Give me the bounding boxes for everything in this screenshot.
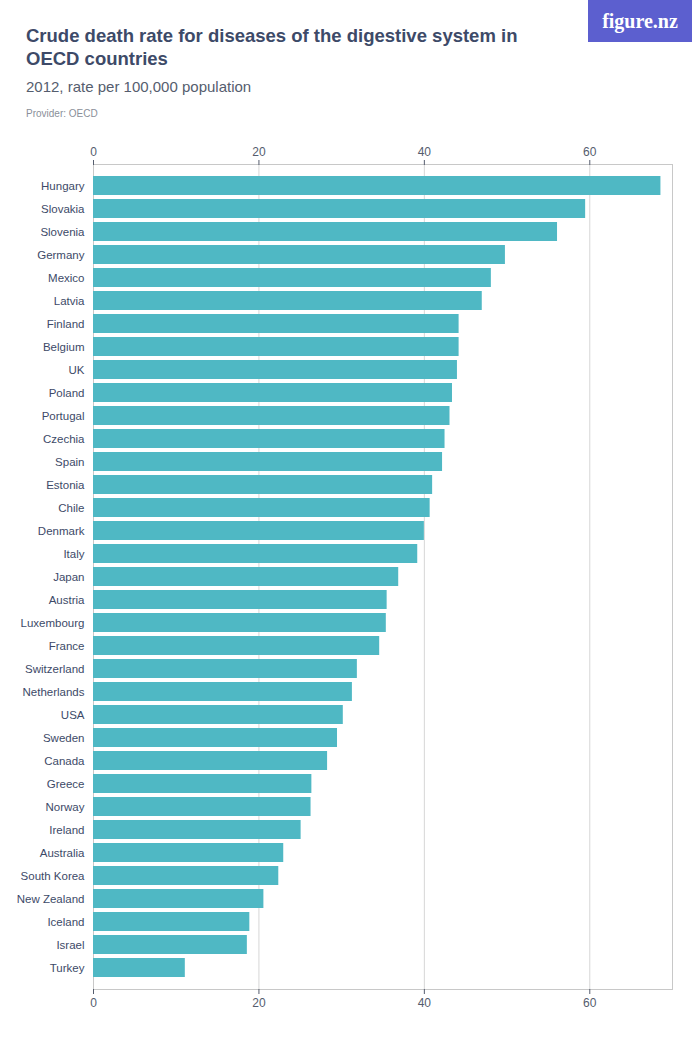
svg-text:Sweden: Sweden [43,732,85,744]
svg-text:South Korea: South Korea [21,870,86,882]
svg-text:Belgium: Belgium [43,341,85,353]
svg-text:Hungary: Hungary [41,180,85,192]
svg-text:Mexico: Mexico [48,272,84,284]
svg-text:Norway: Norway [46,801,85,813]
svg-text:Finland: Finland [47,318,85,330]
svg-text:20: 20 [252,996,266,1010]
svg-text:Poland: Poland [49,387,85,399]
svg-text:60: 60 [583,996,597,1010]
svg-text:Japan: Japan [53,571,84,583]
svg-text:Austria: Austria [49,594,85,606]
svg-text:Latvia: Latvia [54,295,85,307]
svg-text:60: 60 [583,145,597,159]
html-text:figure.nz: figure.nz [602,10,678,32]
svg-text:Turkey: Turkey [50,962,85,974]
svg-text:Denmark: Denmark [38,525,85,537]
svg-text:Israel: Israel [56,939,84,951]
svg-text:France: France [49,640,85,652]
svg-text:Chile: Chile [58,502,84,514]
svg-text:Spain: Spain [55,456,84,468]
svg-text:USA: USA [61,709,85,721]
html-text:2012, rate per 100,000 populat: 2012, rate per 100,000 population [26,78,252,95]
svg-text:Canada: Canada [44,755,85,767]
svg-text:20: 20 [252,145,266,159]
svg-text:Iceland: Iceland [47,916,84,928]
svg-text:Luxembourg: Luxembourg [21,617,85,629]
svg-text:Czechia: Czechia [43,433,85,445]
svg-text:Netherlands: Netherlands [22,686,84,698]
html-text:Provider: OECD: Provider: OECD [26,108,98,119]
html-text:Crude death rate for diseases: Crude death rate for diseases of the dig… [26,25,518,69]
svg-text:Switzerland: Switzerland [25,663,84,675]
svg-text:Slovakia: Slovakia [41,203,85,215]
svg-text:Portugal: Portugal [42,410,85,422]
svg-text:Greece: Greece [47,778,85,790]
svg-text:0: 0 [90,996,97,1010]
svg-text:Ireland: Ireland [49,824,84,836]
svg-text:Australia: Australia [40,847,85,859]
svg-text:Italy: Italy [63,548,84,560]
svg-text:Germany: Germany [37,249,85,261]
svg-text:40: 40 [418,145,432,159]
svg-text:40: 40 [418,996,432,1010]
svg-text:Estonia: Estonia [46,479,85,491]
svg-text:0: 0 [90,145,97,159]
svg-text:New Zealand: New Zealand [17,893,85,905]
svg-text:UK: UK [69,364,85,376]
svg-text:Slovenia: Slovenia [40,226,85,238]
